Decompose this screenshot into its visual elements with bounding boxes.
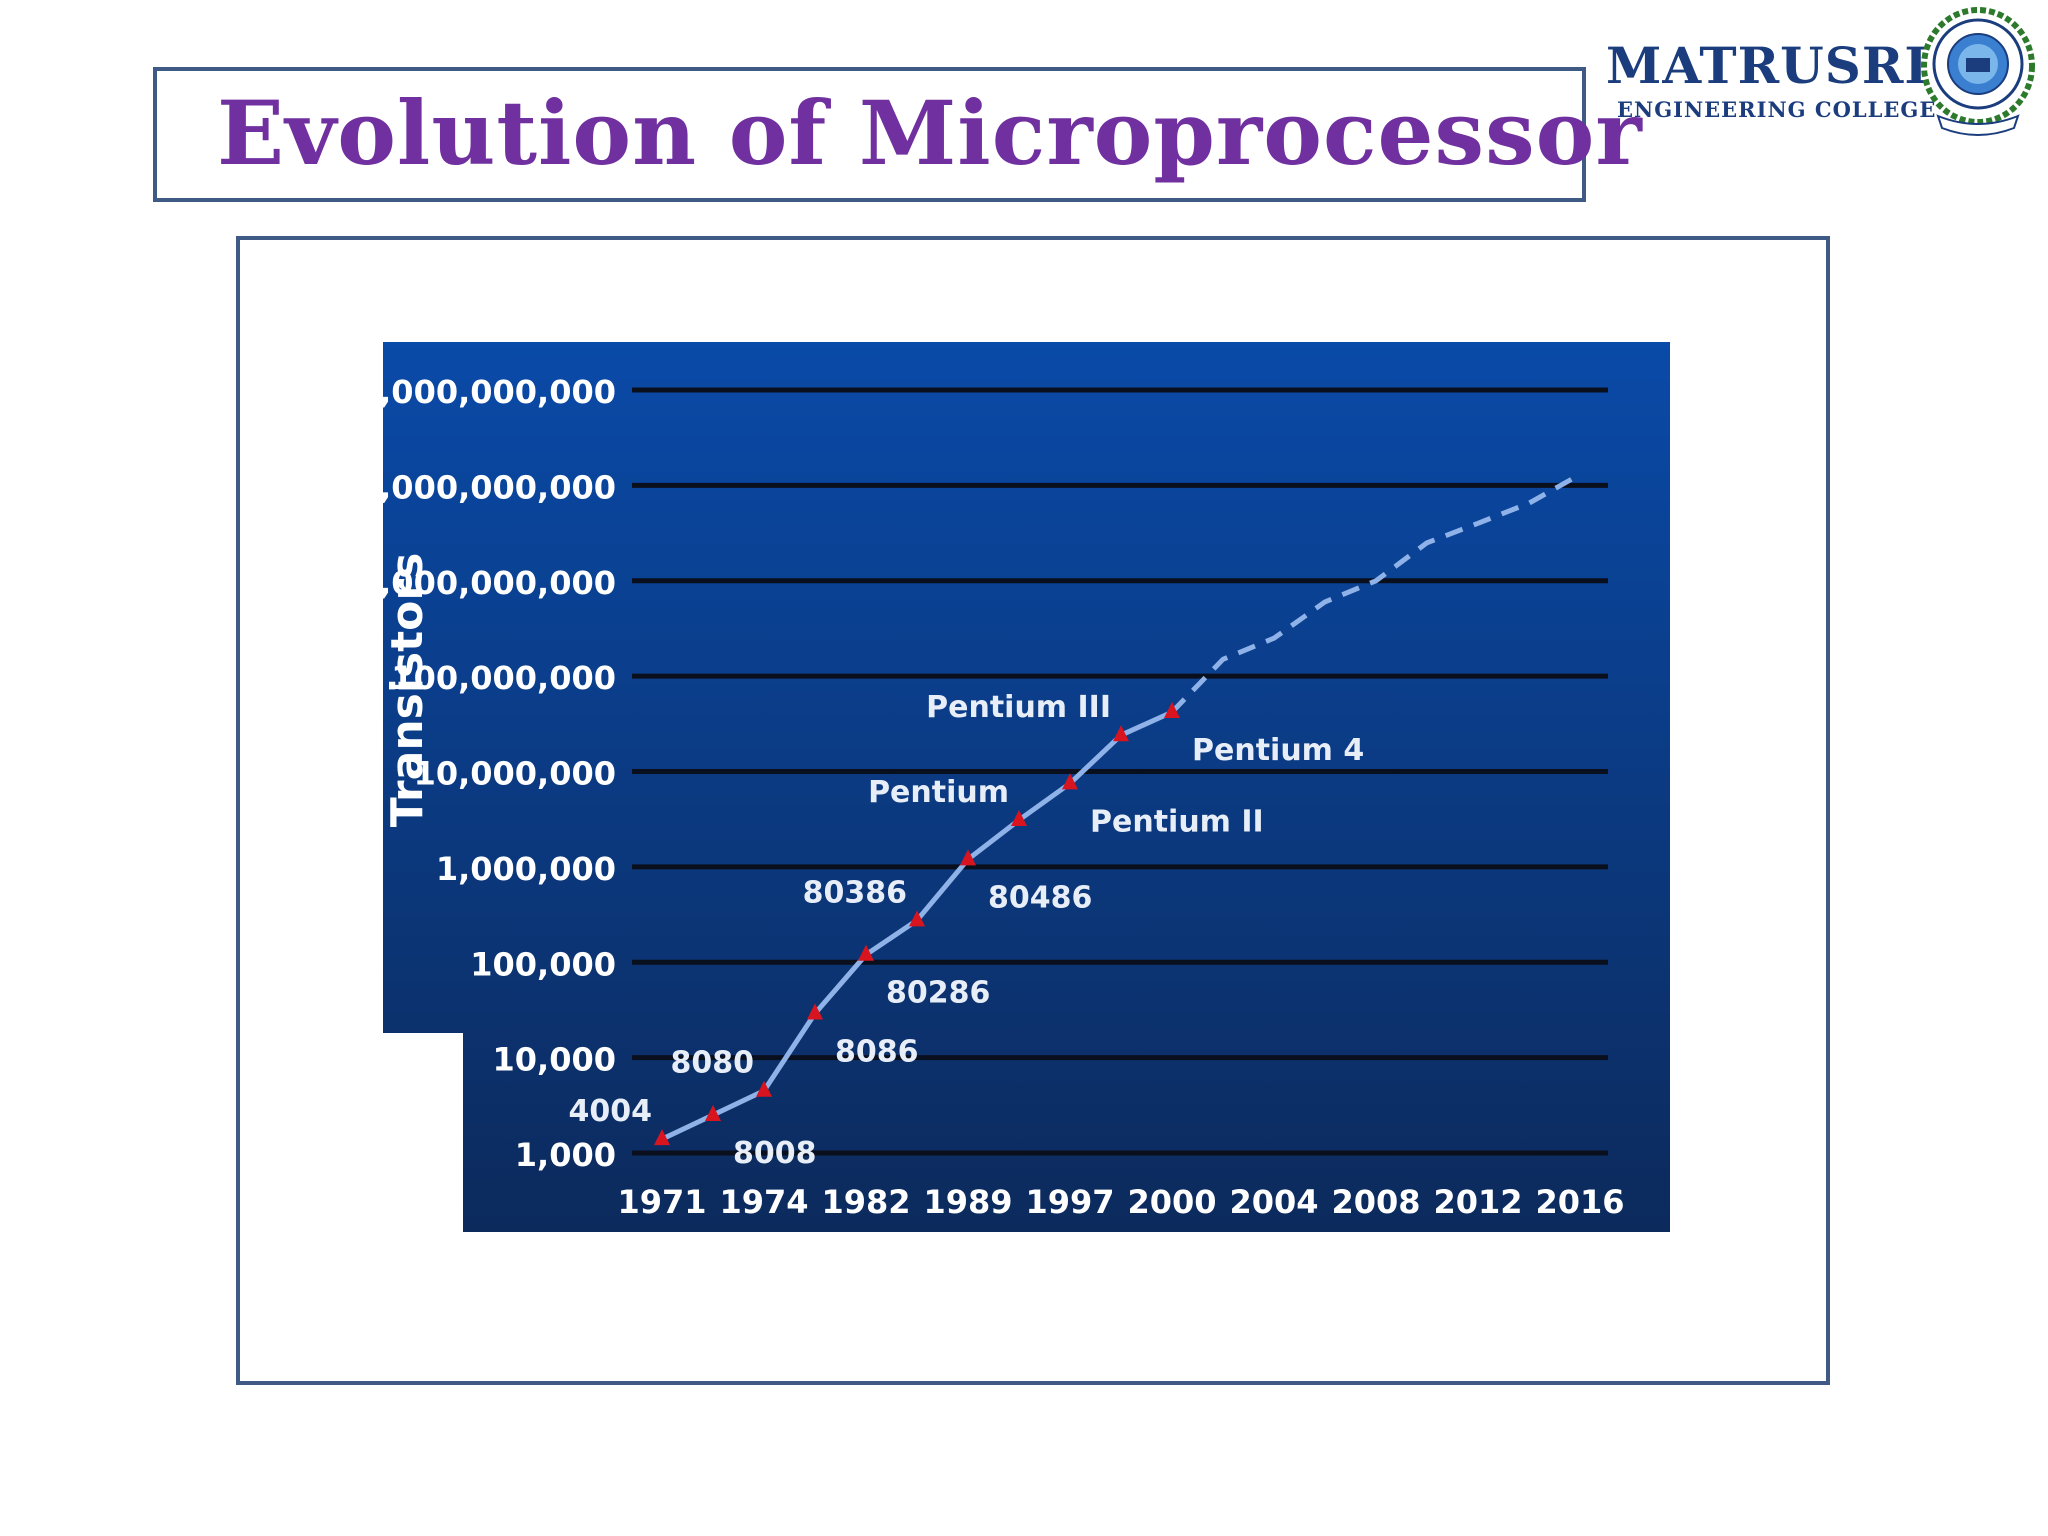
data-labels: 4004 8008 8080 8086 80286 80386 80486 Pentium Pe… — [569, 690, 1365, 1171]
data-label: Pentium — [868, 775, 1009, 810]
y-tick-labels: 1,000 10,000 100,000 1,000,000 10,000,000 100… — [312, 373, 616, 1174]
data-label: 80486 — [988, 880, 1092, 915]
data-label: 4004 — [569, 1094, 653, 1129]
data-marker — [909, 910, 925, 927]
content-box — [236, 236, 1830, 1385]
logo-subtitle: ENGINEERING COLLEGE — [1617, 97, 1937, 122]
gridlines — [632, 387, 1608, 1156]
college-emblem-icon — [1921, 7, 2035, 136]
x-tick-label: 1971 — [617, 1183, 706, 1221]
y-tick-label: 100,000,000 — [391, 659, 616, 697]
y-tick-label: 1,000 — [515, 1136, 616, 1174]
y-tick-label: 1,000,000,000 — [357, 564, 616, 602]
data-marker — [858, 944, 874, 961]
slide-title: Evolution of Microprocessor — [217, 81, 1643, 185]
x-tick-label: 2016 — [1535, 1183, 1624, 1221]
x-tick-labels: 1971 1974 1982 1989 1997 2000 2004 2008 2012 2016 — [617, 1183, 1624, 1221]
y-tick-label: 100,000,000,000 — [312, 373, 616, 411]
data-marker — [1164, 702, 1180, 719]
data-marker — [1062, 773, 1078, 790]
x-tick-label: 2004 — [1229, 1183, 1318, 1221]
data-label: 80286 — [886, 976, 990, 1011]
x-tick-label: 2008 — [1331, 1183, 1420, 1221]
data-label: 80386 — [803, 875, 907, 910]
data-marker — [654, 1129, 670, 1146]
data-label: Pentium 4 — [1192, 733, 1364, 768]
y-axis-label: Transistors — [382, 553, 433, 828]
y-tick-label: 10,000 — [493, 1041, 616, 1079]
data-marker — [1011, 810, 1027, 827]
college-logo: MATRUSRI ENGINEERING COLLEGE — [1600, 4, 2040, 144]
x-tick-label: 2000 — [1127, 1183, 1216, 1221]
data-marker — [1113, 725, 1129, 742]
y-tick-label: 1,000,000 — [436, 850, 616, 888]
data-marker — [960, 849, 976, 866]
title-box: Evolution of Microprocessor — [153, 67, 1642, 202]
y-tick-label: 100,000 — [470, 945, 616, 983]
data-label: Pentium III — [926, 690, 1111, 725]
x-tick-label: 1974 — [719, 1183, 808, 1221]
series-line-projection — [1170, 472, 1582, 714]
logo-name: MATRUSRI — [1606, 36, 1929, 95]
data-label: 8008 — [733, 1136, 817, 1171]
chart-panel — [383, 342, 1670, 1232]
x-tick-label: 2012 — [1433, 1183, 1522, 1221]
data-marker — [756, 1080, 772, 1097]
data-markers — [654, 702, 1180, 1146]
y-tick-label: 10,000,000,000 — [335, 468, 616, 506]
x-tick-label: 1989 — [923, 1183, 1012, 1221]
x-tick-label: 1997 — [1025, 1183, 1114, 1221]
chart-background — [383, 342, 1670, 1232]
data-label: 8086 — [835, 1035, 919, 1070]
data-marker — [807, 1003, 823, 1020]
data-marker — [705, 1105, 721, 1122]
y-tick-label: 10,000,000 — [414, 755, 616, 793]
x-tick-label: 1982 — [821, 1183, 910, 1221]
data-label: 8080 — [671, 1046, 755, 1081]
data-label: Pentium II — [1090, 804, 1264, 839]
